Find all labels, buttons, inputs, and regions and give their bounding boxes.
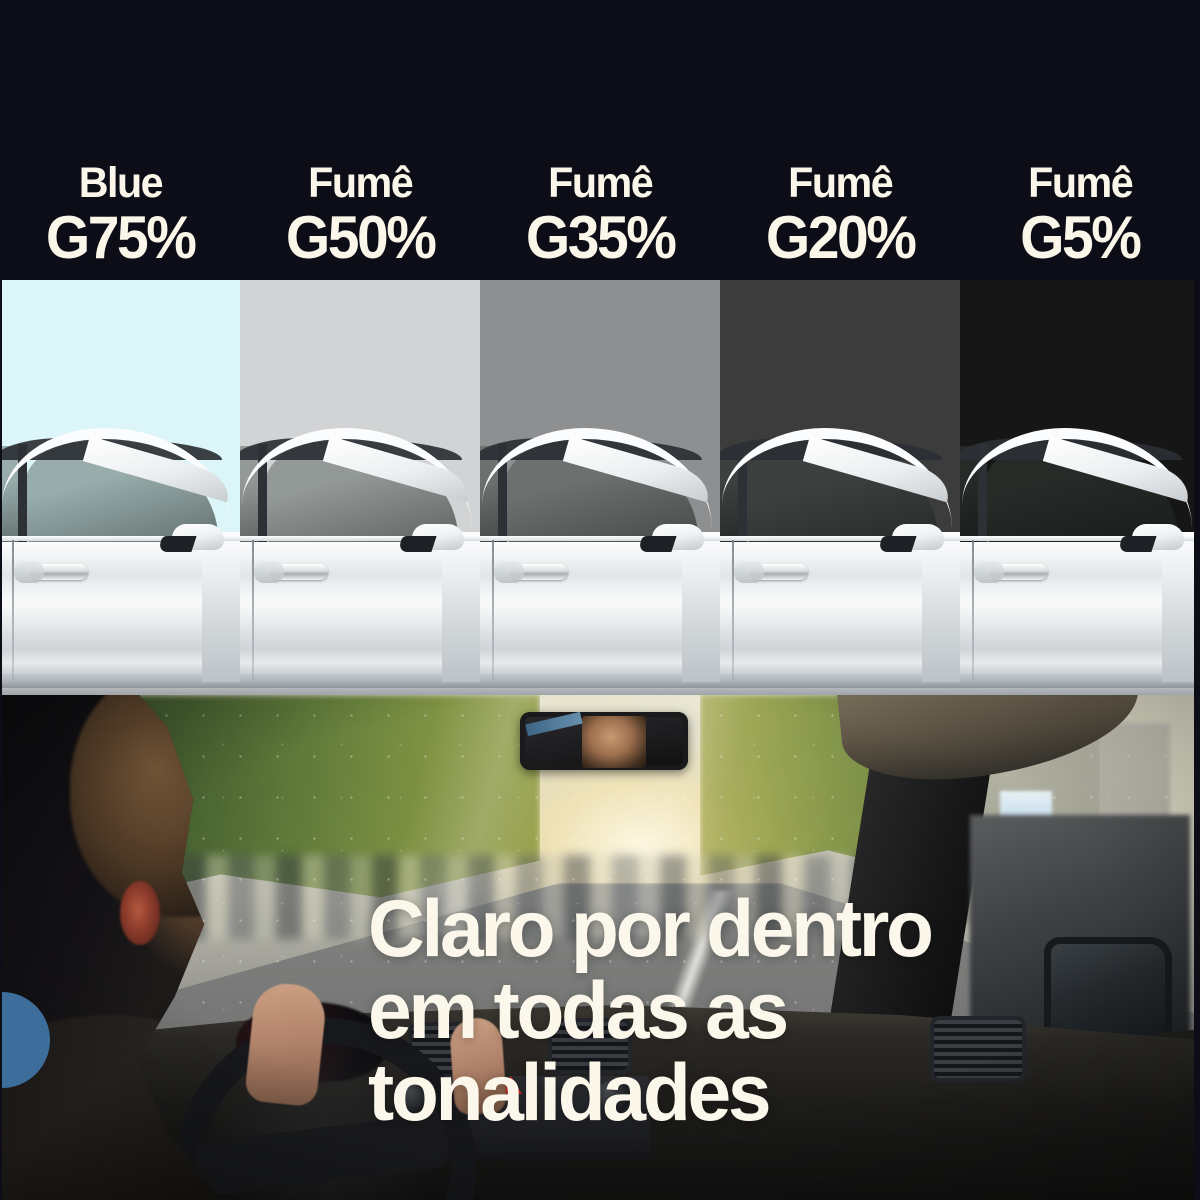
car-illustration-3 [480,428,720,688]
car-door-shutline [492,540,494,680]
car-roof [722,428,960,546]
headline-line-2: em todas as [368,966,789,1056]
car-illustration-4 [720,428,960,688]
tint-name-4: Fumê [788,159,893,207]
frame-edge-right [1194,0,1200,1200]
tint-label-5: Fumê G5% [960,155,1200,280]
car-door-handle [14,561,88,583]
tint-label-4: Fumê G20% [720,155,960,280]
car-side-mirror [412,524,464,550]
car-fender [922,532,960,682]
car-beltline [240,536,480,541]
car-door-handle [734,561,808,583]
car-beltline [0,536,240,541]
car-door-shutline [972,540,974,680]
tint-percent-4: G20% [765,204,917,271]
tint-percent-3: G35% [525,204,677,271]
car-beltline [720,536,960,541]
car-roof [2,428,240,546]
air-vent-center [548,1018,632,1074]
tint-panel-1 [0,280,240,695]
car-illustration-2 [240,428,480,688]
rearview-mirror-icon [520,712,688,770]
car-roof [482,428,720,546]
car-fender [202,532,240,682]
tint-name-5: Fumê [1028,159,1133,207]
car-side-mirror [172,524,224,550]
car-body [240,538,480,680]
car-illustration-1 [0,428,240,688]
car-side-mirror [652,524,704,550]
car-door-shutline [252,540,254,680]
tint-label-row: Blue G75% Fumê G50% Fumê G35% Fumê G20% … [0,155,1200,280]
tint-percent-5: G5% [1020,204,1142,271]
tint-panel-strip [0,280,1200,695]
car-body [960,538,1200,680]
car-body [480,538,720,680]
air-vent-right [930,1016,1026,1082]
car-beltline [960,536,1200,541]
car-fender [682,532,720,682]
car-rocker [240,674,480,688]
photo-vignette [0,695,1200,1200]
tint-name-3: Fumê [548,159,653,207]
console-knob-right [596,1080,630,1114]
car-beltline [480,536,720,541]
tint-panel-2 [240,280,480,695]
tint-panel-5 [960,280,1200,695]
car-door-handle [254,561,328,583]
tint-label-3: Fumê G35% [480,155,720,280]
car-rocker [480,674,720,688]
headline-line-1: Claro por dentro [368,884,934,974]
car-roof [242,428,480,546]
tint-name-1: Blue [78,159,163,207]
car-door-shutline [12,540,14,680]
car-body [0,538,240,680]
car-rocker [960,674,1200,688]
mirror-sky-reflection [525,712,583,737]
driver-pov-photo [0,695,1200,1200]
car-illustration-5 [960,428,1200,688]
headline-line-3: tonalidades [368,1048,772,1138]
car-roof [962,428,1200,546]
car-body [720,538,960,680]
tint-panel-4 [720,280,960,695]
tint-percent-1: G75% [45,204,197,271]
mirror-face-reflection [582,716,646,768]
tint-panel-3 [480,280,720,695]
frame-edge-left [0,0,2,1200]
car-rocker [0,674,240,688]
car-rocker [720,674,960,688]
headline-block: Claro por dentro em todas as tonalidades [368,888,1134,1134]
driver-ear [120,881,160,945]
car-fender [442,532,480,682]
parked-cars-blurred [180,855,880,939]
tint-label-1: Blue G75% [0,155,240,280]
car-fender [1162,532,1200,682]
car-door-handle [494,561,568,583]
car-side-mirror [1132,524,1184,550]
car-door-handle [974,561,1048,583]
tint-name-2: Fumê [308,159,413,207]
tint-percent-2: G50% [285,204,437,271]
tint-label-2: Fumê G50% [240,155,480,280]
car-side-mirror [892,524,944,550]
car-door-shutline [732,540,734,680]
